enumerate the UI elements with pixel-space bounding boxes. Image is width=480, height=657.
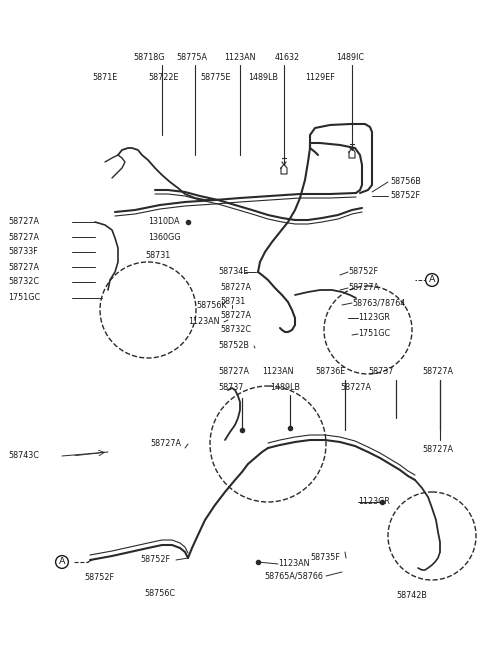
Text: 58737: 58737 <box>368 367 394 376</box>
Text: 1489LB: 1489LB <box>248 74 278 83</box>
Text: 58727A: 58727A <box>220 311 251 321</box>
Text: 1123AN: 1123AN <box>262 367 293 376</box>
Text: 58727A: 58727A <box>8 263 39 271</box>
Text: 58752F: 58752F <box>140 556 170 564</box>
Text: 58722E: 58722E <box>148 74 179 83</box>
Text: 58731: 58731 <box>220 298 245 307</box>
Text: 58727A: 58727A <box>422 367 453 376</box>
Text: 1360GG: 1360GG <box>148 233 180 242</box>
Text: 58727A: 58727A <box>8 217 39 227</box>
Text: 58734E: 58734E <box>218 267 248 277</box>
Text: A: A <box>429 275 435 284</box>
Text: 1489lC: 1489lC <box>336 53 364 62</box>
Text: 58727A: 58727A <box>150 440 181 449</box>
Text: 58756K: 58756K <box>196 300 227 309</box>
Text: 58742B: 58742B <box>396 591 427 600</box>
Text: 58727A: 58727A <box>340 384 371 392</box>
Text: 58727A: 58727A <box>8 233 39 242</box>
Text: 58752F: 58752F <box>348 267 378 277</box>
Text: 58743C: 58743C <box>8 451 39 461</box>
Text: 58733F: 58733F <box>8 248 38 256</box>
Text: 58727A: 58727A <box>348 284 379 292</box>
Text: A: A <box>59 558 65 566</box>
Text: 58752B: 58752B <box>218 342 249 350</box>
Text: 5871E: 5871E <box>92 74 117 83</box>
Text: 1751GC: 1751GC <box>358 330 390 338</box>
Text: 58752F: 58752F <box>84 574 114 583</box>
Text: 1129EF: 1129EF <box>305 74 335 83</box>
Text: 58735F: 58735F <box>310 553 340 562</box>
Text: 1123AN: 1123AN <box>278 560 310 568</box>
Text: 58732C: 58732C <box>8 277 39 286</box>
Text: 1123AN: 1123AN <box>188 317 219 327</box>
Text: 58756C: 58756C <box>144 589 175 599</box>
Text: 1310DA: 1310DA <box>148 217 180 227</box>
Text: 1123GR: 1123GR <box>358 313 390 323</box>
Text: 1123AN: 1123AN <box>224 53 255 62</box>
Text: 1123GR: 1123GR <box>358 497 390 507</box>
Text: 1751GC: 1751GC <box>8 294 40 302</box>
Text: 58727A: 58727A <box>220 284 251 292</box>
Text: 58736E: 58736E <box>315 367 345 376</box>
Text: 58775E: 58775E <box>200 74 230 83</box>
Text: 58756B: 58756B <box>390 177 421 187</box>
Text: 58727A: 58727A <box>422 445 453 455</box>
Text: 58737: 58737 <box>218 384 243 392</box>
Text: 58718G: 58718G <box>133 53 165 62</box>
Text: 58752F: 58752F <box>390 191 420 200</box>
Text: 58732C: 58732C <box>220 325 251 334</box>
Text: 58731: 58731 <box>145 250 170 260</box>
Text: 58765A/58766: 58765A/58766 <box>264 572 323 581</box>
Text: 58763/78764: 58763/78764 <box>352 298 405 307</box>
Text: 58775A: 58775A <box>176 53 207 62</box>
Text: 58727A: 58727A <box>218 367 249 376</box>
Text: 1489LB: 1489LB <box>270 384 300 392</box>
Text: 41632: 41632 <box>275 53 300 62</box>
